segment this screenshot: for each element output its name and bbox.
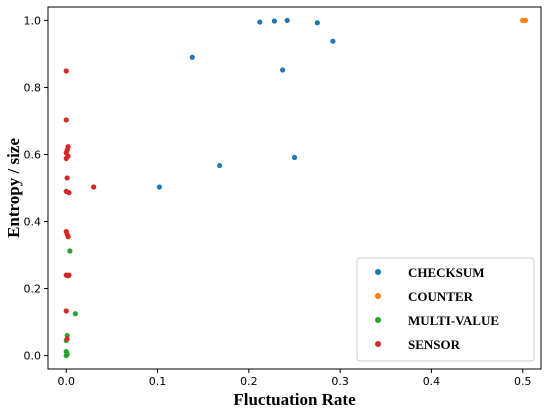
point-checksum [271,18,278,24]
y-axis-title: Entropy / size [4,138,23,238]
point-sensor [91,184,97,190]
point-checksum [257,19,263,25]
point-multi-value [63,352,69,359]
point-multi-value [72,311,78,317]
point-sensor [66,190,72,196]
point-sensor [63,68,69,74]
data-points [63,17,529,359]
legend-marker-multi-value [375,317,381,323]
x-tick-label: 0.2 [240,375,258,388]
x-tick-label: 0.0 [58,375,76,388]
point-sensor [64,175,70,181]
legend-label-checksum: CHECKSUM [408,265,485,280]
y-tick-label: 0.8 [24,81,42,94]
x-tick-label: 0.1 [149,375,167,388]
y-tick-label: 0.2 [24,283,42,296]
y-tick-label: 0.0 [24,350,42,363]
y-axis: 0.0 0.2 0.4 0.6 0.8 1.0 [24,14,48,363]
legend: CHECKSUM COUNTER MULTI-VALUE SENSOR [356,257,535,362]
x-tick-label: 0.4 [423,375,441,388]
x-axis: 0.0 0.1 0.2 0.3 0.4 0.5 [58,369,532,388]
legend-label-multi-value: MULTI-VALUE [408,313,499,328]
point-sensor [65,234,71,240]
legend-label-sensor: SENSOR [408,337,461,352]
x-tick-label: 0.5 [514,375,532,388]
y-tick-label: 1.0 [24,14,42,27]
point-sensor [66,272,72,278]
point-checksum [189,54,195,60]
x-tick-label: 0.3 [331,375,349,388]
legend-marker-checksum [375,269,381,275]
point-checksum [280,67,286,73]
point-checksum [291,154,298,161]
legend-marker-counter [375,293,381,299]
point-checksum [156,184,162,190]
legend-label-counter: COUNTER [408,289,474,304]
point-checksum [284,17,290,24]
point-sensor [64,336,70,342]
point-checksum [217,162,223,169]
legend-marker-sensor [375,341,381,347]
point-counter [522,17,529,24]
point-multi-value [67,248,73,254]
legend-box [356,257,535,362]
point-sensor [63,117,69,123]
point-sensor [63,308,69,314]
point-sensor [63,155,69,162]
y-tick-label: 0.4 [24,216,42,229]
point-checksum [330,38,336,44]
y-tick-label: 0.6 [24,148,42,161]
x-axis-title: Fluctuation Rate [233,390,356,409]
point-checksum [314,20,320,26]
